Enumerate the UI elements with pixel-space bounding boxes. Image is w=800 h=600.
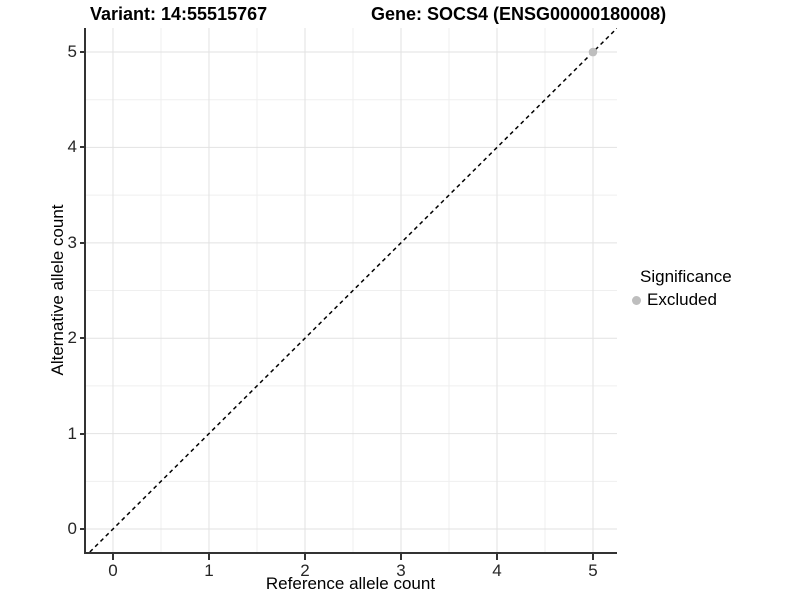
x-tick-mark — [207, 554, 210, 560]
legend-title: Significance — [640, 267, 732, 286]
x-axis-title: Reference allele count — [265, 574, 436, 593]
x-tick-label: 5 — [588, 561, 598, 580]
y-tick-mark — [80, 51, 86, 54]
x-tick-mark — [111, 554, 114, 560]
x-tick-label: 2 — [300, 561, 310, 580]
legend-item-excluded: Excluded — [632, 290, 732, 310]
y-tick-label: 4 — [67, 137, 77, 157]
x-axis-ticks: 0 1 2 3 4 5 — [86, 554, 617, 582]
plot-panel — [84, 28, 617, 554]
x-tick-mark — [495, 554, 498, 560]
y-tick-label: 0 — [67, 519, 77, 538]
y-tick-mark — [80, 241, 86, 244]
legend-item-label: Excluded — [647, 290, 717, 309]
x-tick-mark — [303, 554, 306, 560]
data-point — [588, 47, 598, 57]
y-tick-label: 3 — [67, 232, 77, 252]
excluded-marker-icon — [632, 295, 641, 305]
y-tick-label: 2 — [67, 328, 77, 348]
x-tick-label: 3 — [396, 561, 406, 580]
y-tick-mark — [80, 337, 86, 340]
plot-canvas — [86, 28, 617, 552]
legend: Significance Excluded — [632, 267, 732, 310]
y-tick-mark — [80, 528, 86, 530]
x-tick-label: 0 — [108, 561, 118, 580]
x-tick-label: 4 — [492, 561, 502, 580]
y-tick-label: 1 — [67, 423, 77, 443]
y-tick-mark — [80, 146, 86, 149]
variant-title: Variant: 14:55515767 — [90, 4, 268, 24]
y-tick-mark — [80, 432, 86, 435]
gene-title: Gene: SOCS4 (ENSG00000180008) — [371, 4, 667, 24]
y-tick-label: 5 — [67, 42, 77, 62]
x-tick-mark — [399, 554, 402, 560]
x-tick-label: 1 — [204, 561, 214, 580]
identity-line — [89, 28, 617, 552]
y-axis-ticks: 0 1 2 3 4 5 — [53, 28, 86, 552]
x-tick-mark — [591, 554, 594, 560]
